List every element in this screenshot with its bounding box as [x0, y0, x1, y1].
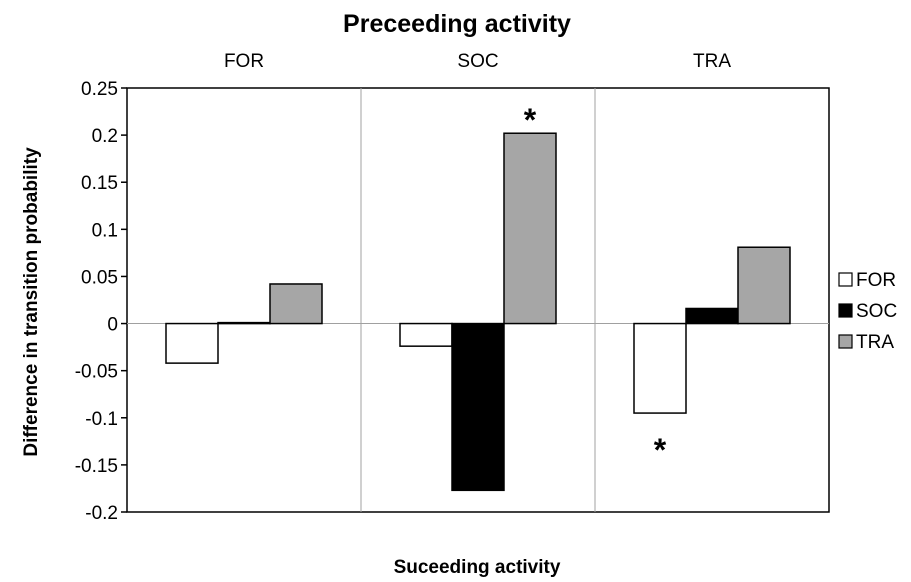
bar-soc-for [217, 321, 271, 325]
category-label: TRA [693, 51, 731, 72]
significance-star: * [524, 102, 537, 138]
bar-tra-soc [503, 132, 557, 325]
x-axis-label: Suceeding activity [394, 557, 561, 578]
y-axis-label: Difference in transition probability [21, 147, 42, 457]
bar-for-tra [633, 322, 687, 414]
legend-swatch-soc [838, 303, 853, 318]
y-tick-label: -0.2 [85, 503, 118, 524]
y-tick-label: 0.05 [81, 267, 118, 288]
legend-swatch-for [838, 272, 853, 287]
y-tick-label: -0.15 [75, 456, 118, 477]
legend-label-for: FOR [856, 270, 896, 291]
legend-label-soc: SOC [856, 301, 897, 322]
y-tick-label: 0.2 [92, 126, 118, 147]
bar-soc-soc [451, 322, 505, 492]
bar-for-for [165, 322, 219, 364]
category-label: SOC [457, 51, 498, 72]
bar-tra-for [269, 283, 323, 325]
y-tick-label: -0.05 [75, 362, 118, 383]
plot-frame [126, 87, 830, 513]
legend-label-tra: TRA [856, 332, 894, 353]
bar-tra-tra [737, 246, 791, 325]
y-tick-label: 0 [107, 315, 118, 336]
plot-area: 0.25 0.2 0.15 0.1 0.05 0 -0.05 -0.1 -0.15 -0.2 FOR… [75, 51, 830, 524]
legend-swatch-tra [838, 334, 853, 349]
chart-title: Preceeding activity [343, 10, 571, 38]
y-tick-label: 0.25 [81, 79, 118, 100]
bar-for-soc [399, 322, 453, 347]
category-label: FOR [224, 51, 264, 72]
bar-soc-tra [685, 307, 739, 325]
y-tick-label: 0.15 [81, 173, 118, 194]
y-tick-label: -0.1 [85, 409, 118, 430]
y-tick-label: 0.1 [92, 220, 118, 241]
significance-star: * [654, 432, 667, 468]
legend: FOR SOC TRA [838, 270, 897, 353]
